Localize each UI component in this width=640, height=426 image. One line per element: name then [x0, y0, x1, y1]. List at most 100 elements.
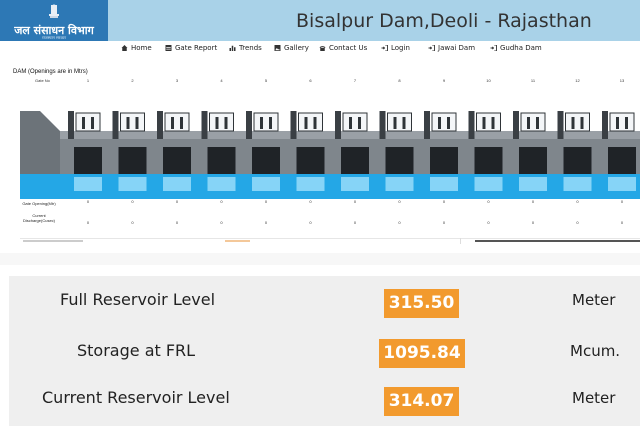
nav-login-label: Login [391, 44, 410, 52]
gate-door [385, 147, 414, 174]
storage-at-frl-unit: Mcum. [570, 342, 621, 360]
gate-hoist-bar [358, 117, 361, 129]
gate-hoist-frame [120, 112, 145, 132]
nav-jawai-dam-label: Jawai Dam [438, 44, 476, 52]
gate-spill-water [118, 177, 147, 191]
gate-pier [290, 111, 297, 139]
gate-door [118, 147, 147, 174]
nav-gudha-dam[interactable]: Gudha Dam [490, 44, 542, 52]
gate-spill-water [519, 177, 547, 191]
dam-gate [157, 111, 191, 191]
nav-contact-us-label: Contact Us [329, 44, 368, 52]
nav-gate-report[interactable]: Gate Report [165, 44, 217, 52]
discharge-value: 0 [353, 220, 357, 225]
nav-login[interactable]: Login [381, 44, 410, 52]
gate-door [608, 147, 636, 174]
dam-gate [468, 111, 503, 191]
gate-opening-value: 0 [220, 199, 223, 204]
gate-pier [201, 111, 208, 139]
gate-hoist-bar [491, 117, 495, 129]
gate-number: 4 [220, 78, 223, 83]
full-reservoir-level-label: Full Reservoir Level [60, 290, 216, 309]
dam-gate [246, 111, 280, 191]
gate-hoist-bar [536, 117, 539, 129]
discharge-value: 0 [86, 220, 90, 225]
gate-opening-label: Gate Opening(Mtr) [22, 201, 56, 206]
discharge-label-line2: Discharge(Cusec) [22, 218, 55, 223]
department-logo[interactable]: जल संसाधन विभाग राजस्थान सरकार [0, 0, 108, 41]
gate-hoist-bar [171, 117, 174, 129]
gate-spill-water [341, 177, 369, 191]
nav-home[interactable]: Home [121, 44, 152, 52]
login-icon [428, 45, 435, 51]
gate-door [430, 147, 458, 174]
gate-hoist-bar [349, 117, 352, 129]
legend-separator [460, 238, 461, 244]
discharge-value: 0 [175, 220, 179, 225]
gate-pier [557, 111, 564, 139]
login-icon [381, 45, 388, 51]
gate-pier [157, 111, 163, 139]
gate-opening-value: 0 [576, 199, 579, 204]
nav-jawai-dam[interactable]: Jawai Dam [428, 44, 475, 52]
dam-gate [68, 111, 102, 191]
gate-hoist-bar [224, 117, 228, 129]
gate-no-label: Gate No [35, 78, 50, 83]
gate-spill-water [74, 177, 102, 191]
gate-hoist-frame [431, 112, 457, 132]
section-gap [0, 253, 640, 265]
current-reservoir-level-unit: Meter [572, 389, 616, 407]
gate-hoist-bar [616, 117, 619, 129]
bar-chart-icon [229, 45, 236, 51]
nav-gudha-dam-label: Gudha Dam [500, 44, 542, 52]
gate-opening-value: 0 [487, 199, 490, 204]
gate-number: 11 [530, 78, 536, 83]
gate-hoist-bar [269, 117, 272, 129]
page-title: Bisalpur Dam,Deoli - Rajasthan [296, 10, 592, 32]
gate-pier [379, 111, 386, 139]
home-icon [121, 45, 128, 51]
login-icon [490, 45, 497, 51]
discharge-value: 0 [576, 220, 579, 225]
nav-trends[interactable]: Trends [229, 44, 262, 52]
dam-top-wall [20, 131, 640, 139]
nav-contact-us[interactable]: Contact Us [319, 44, 367, 52]
gate-hoist-bar [180, 117, 183, 129]
full-reservoir-level-unit: Meter [572, 291, 616, 309]
national-emblem-icon [49, 4, 59, 18]
gate-door [252, 147, 280, 174]
section-divider [20, 238, 640, 239]
full-reservoir-level-value: 315.50 [384, 289, 459, 318]
dam-gate [513, 111, 547, 191]
gate-pier [602, 111, 608, 139]
gate-door [341, 147, 369, 174]
discharge-value: 0 [131, 220, 134, 225]
gate-hoist-bar [571, 117, 575, 129]
gate-spill-water [207, 177, 236, 191]
gate-number: 3 [175, 78, 179, 83]
nav-gallery[interactable]: Gallery [274, 44, 309, 52]
dam-left-abutment [20, 111, 60, 174]
gate-hoist-frame [75, 112, 101, 132]
reservoir-stats: Full Reservoir Level 315.50 Meter Storag… [9, 276, 640, 426]
gate-pier [335, 111, 341, 139]
logo-text: जल संसाधन विभाग [14, 24, 94, 37]
discharge-value: 0 [620, 220, 624, 225]
discharge-value: 0 [487, 220, 490, 225]
image-icon [274, 45, 281, 51]
gate-hoist-bar [482, 117, 486, 129]
storage-at-frl-value: 1095.84 [379, 339, 465, 368]
gate-hoist-bar [126, 117, 130, 129]
gate-number: 2 [131, 78, 134, 83]
gate-hoist-bar [215, 117, 219, 129]
nav-gallery-label: Gallery [284, 44, 309, 52]
nav-bar: Home Gate Report Trends Gallery Contact … [0, 41, 640, 58]
gate-hoist-frame [342, 112, 368, 132]
gate-opening-value: 0 [131, 199, 134, 204]
gate-hoist-bar [580, 117, 584, 129]
discharge-value: 0 [309, 220, 312, 225]
gate-opening-value: 0 [620, 199, 624, 204]
legend-bar-dark [475, 240, 640, 242]
gate-door [74, 147, 102, 174]
gate-opening-value: 0 [309, 199, 312, 204]
